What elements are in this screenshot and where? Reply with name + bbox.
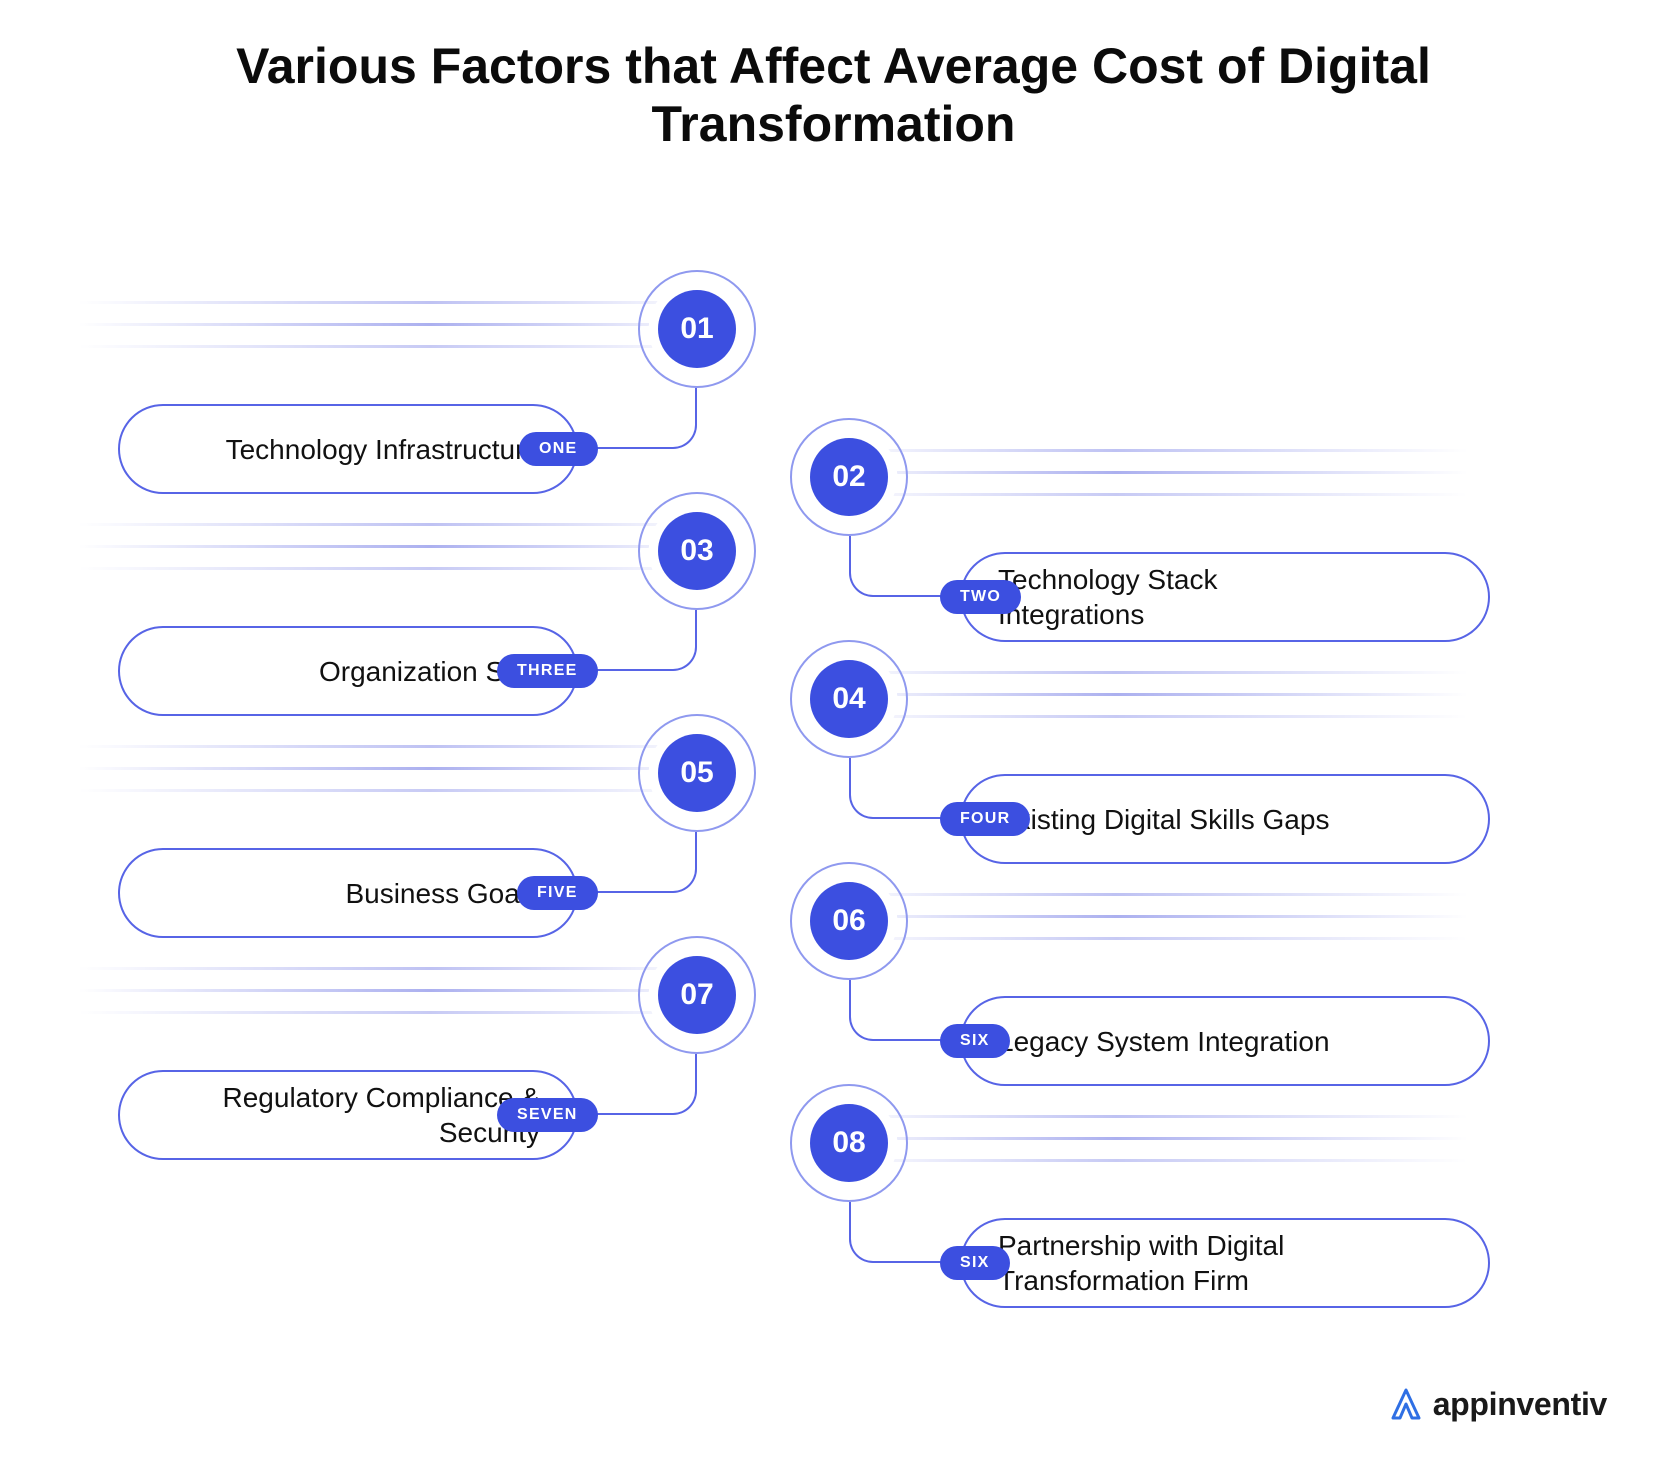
- brand-mark-icon: [1389, 1388, 1423, 1422]
- brand-name: appinventiv: [1433, 1386, 1607, 1423]
- step-number: 04: [810, 660, 888, 738]
- step-number: 02: [810, 438, 888, 516]
- step-number: 03: [658, 512, 736, 590]
- speed-lines: [78, 295, 718, 363]
- page-root: { "type": "infographic-flow", "canvas": …: [0, 0, 1667, 1463]
- factor-pill: Business Goals: [118, 848, 578, 938]
- factor-label: Existing Digital Skills Gaps: [998, 802, 1329, 837]
- step-number: 01: [658, 290, 736, 368]
- speed-lines: [78, 961, 718, 1029]
- page-title: Various Factors that Affect Average Cost…: [0, 38, 1667, 153]
- brand-logo: appinventiv: [1389, 1386, 1607, 1423]
- step-number: 06: [810, 882, 888, 960]
- factor-pill: Legacy System Integration: [960, 996, 1490, 1086]
- factor-label: Technology Infrastructure: [226, 432, 540, 467]
- factor-pill: Existing Digital Skills Gaps: [960, 774, 1490, 864]
- factor-label: Legacy System Integration: [998, 1024, 1330, 1059]
- speed-lines: [828, 887, 1468, 955]
- factor-label: Technology Stack Integrations: [998, 562, 1358, 632]
- step-chip: THREE: [497, 654, 598, 688]
- factor-pill: Technology Infrastructure: [118, 404, 578, 494]
- speed-lines: [828, 443, 1468, 511]
- factor-label: Regulatory Compliance & Security: [180, 1080, 540, 1150]
- speed-lines: [828, 1109, 1468, 1177]
- step-chip: TWO: [940, 580, 1021, 614]
- step-number: 07: [658, 956, 736, 1034]
- speed-lines: [78, 517, 718, 585]
- factor-label: Business Goals: [345, 876, 540, 911]
- speed-lines: [828, 665, 1468, 733]
- step-number: 08: [810, 1104, 888, 1182]
- step-chip: FOUR: [940, 802, 1030, 836]
- step-chip: SEVEN: [497, 1098, 598, 1132]
- factor-pill: Technology Stack Integrations: [960, 552, 1490, 642]
- speed-lines: [78, 739, 718, 807]
- step-chip: SIX: [940, 1024, 1010, 1058]
- step-chip: ONE: [519, 432, 598, 466]
- factor-label: Partnership with Digital Transformation …: [998, 1228, 1358, 1298]
- step-chip: FIVE: [517, 876, 598, 910]
- step-chip: SIX: [940, 1246, 1010, 1280]
- step-number: 05: [658, 734, 736, 812]
- factor-pill: Partnership with Digital Transformation …: [960, 1218, 1490, 1308]
